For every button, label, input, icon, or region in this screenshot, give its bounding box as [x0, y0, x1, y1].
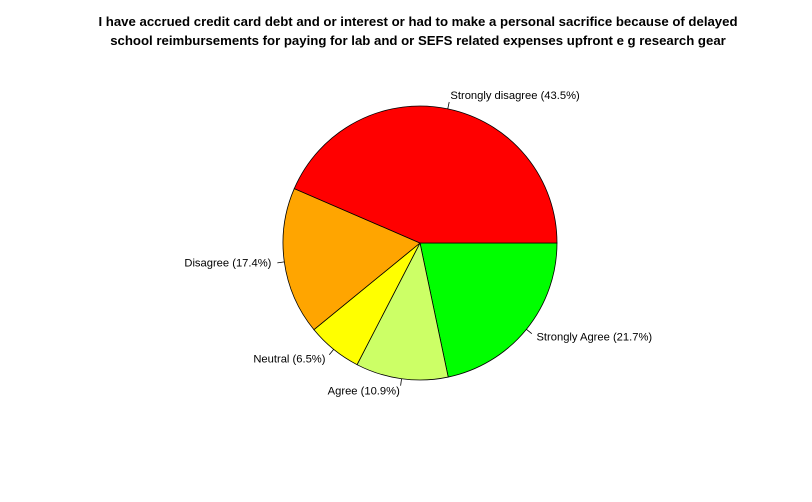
slice-label-strongly-disagree: Strongly disagree (43.5%)	[450, 90, 580, 102]
slice-tick-agree	[400, 378, 402, 386]
chart-title-line-1: I have accrued credit card debt and or i…	[98, 14, 738, 29]
slice-tick-strongly-agree	[526, 329, 533, 335]
slice-tick-neutral	[328, 349, 334, 356]
chart-title: I have accrued credit card debt and or i…	[0, 12, 812, 50]
slice-label-disagree: Disagree (17.4%)	[184, 258, 271, 270]
slice-tick-strongly-disagree	[447, 101, 450, 109]
pie-slice-strongly-disagree	[293, 105, 558, 244]
chart-title-line-2: school reimbursements for paying for lab…	[110, 33, 726, 48]
slice-label-agree: Agree (10.9%)	[328, 386, 400, 398]
slice-tick-disagree	[277, 261, 285, 264]
slice-label-strongly-agree: Strongly Agree (21.7%)	[536, 331, 652, 343]
slice-label-neutral: Neutral (6.5%)	[253, 353, 325, 365]
